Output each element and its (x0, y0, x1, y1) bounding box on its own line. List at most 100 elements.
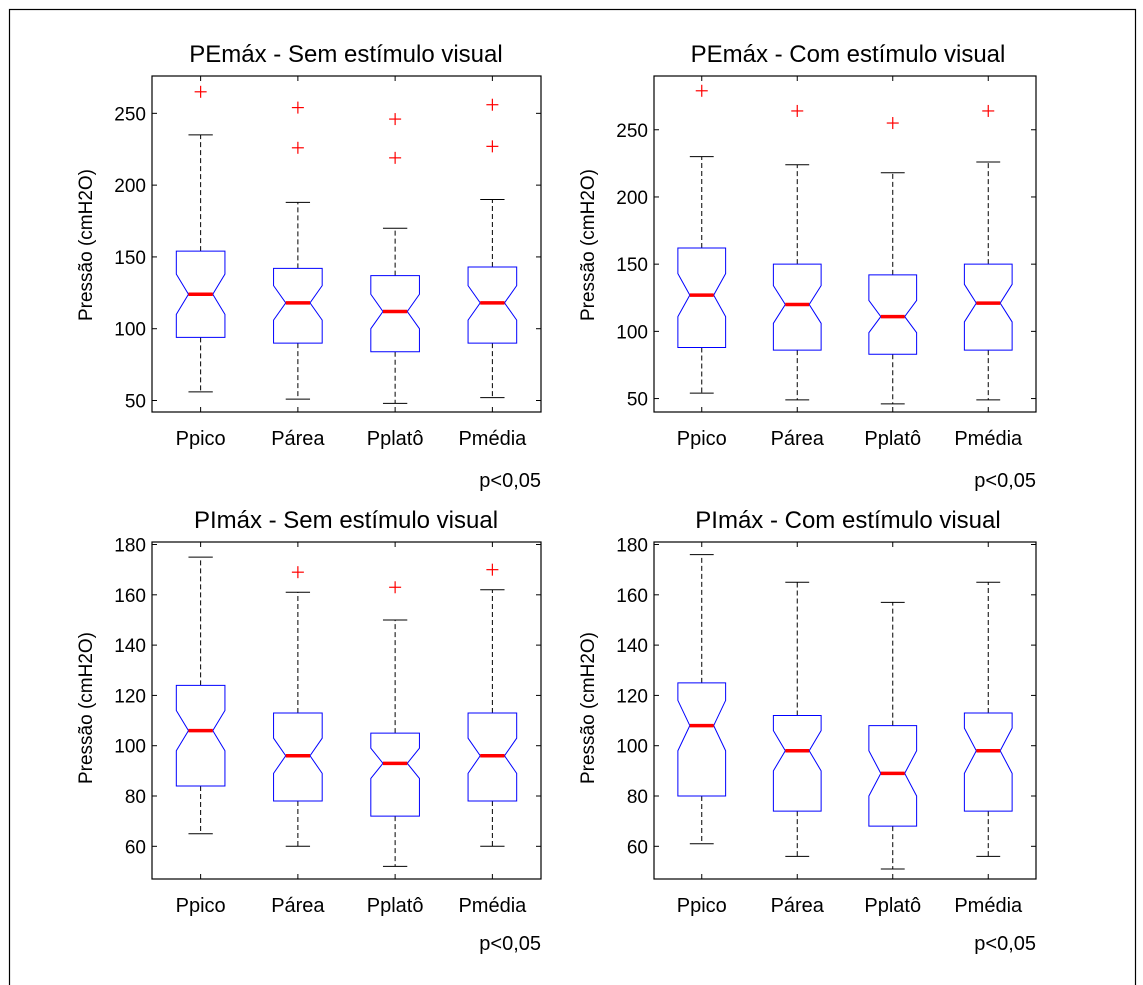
x-tick-label: Pplatô (864, 428, 921, 450)
notched-box (677, 247, 727, 348)
plot-marks: 50 100 150 200 250 Ppico Párea Pplatô Pmédia (114, 75, 542, 450)
y-tick-label: 100 (114, 320, 146, 341)
y-tick-label: 60 (125, 837, 146, 858)
x-tick-label: Ppico (677, 428, 727, 450)
y-tick-label: 250 (616, 121, 648, 142)
notched-box (677, 682, 727, 797)
outlier-marker (291, 141, 304, 154)
y-tick-label: 100 (616, 737, 648, 758)
outlier-marker (291, 566, 304, 579)
y-tick-label: 120 (616, 686, 648, 707)
panel-title: PImáx - Sem estímulo visual (194, 507, 498, 534)
notched-box (273, 267, 323, 344)
x-tick-label: Pmédia (458, 428, 527, 450)
x-tick-label: Pmédia (954, 895, 1023, 917)
box-Ppico (175, 85, 226, 393)
outlier-marker (389, 581, 402, 594)
box-Pplatô (370, 113, 420, 404)
outlier-marker (389, 151, 402, 164)
notched-box (868, 725, 918, 827)
notched-box (370, 275, 420, 353)
x-tick-label: Ppico (677, 895, 727, 917)
figure-border (8, 8, 1137, 985)
panel-title: PImáx - Com estímulo visual (695, 507, 1000, 534)
panel-pemax-sem: PEmáx - Sem estímulo visual Pressão (cmH… (76, 41, 542, 492)
plot-marks: 60 80 100 120 140 160 180 Ppico Párea Pplatô Pmédi… (616, 536, 1037, 917)
panel-pimax-com: PImáx - Com estímulo visual Pressão (cmH… (578, 507, 1037, 955)
x-tick-label: Pmédia (458, 895, 527, 917)
box-Párea (273, 566, 323, 847)
y-tick-label: 150 (114, 248, 146, 269)
plot-frame (653, 541, 1037, 880)
x-tick-label: Ppico (176, 895, 226, 917)
y-tick-label: 160 (114, 586, 146, 607)
panel-title: PEmáx - Sem estímulo visual (189, 41, 502, 68)
outlier-marker (886, 117, 899, 130)
notched-box (273, 712, 323, 802)
box-Párea (772, 581, 822, 857)
y-tick-label: 180 (114, 536, 146, 557)
p-value-note: p<0,05 (974, 933, 1036, 955)
y-tick-label: 180 (616, 536, 648, 557)
box-Pplatô (370, 581, 420, 867)
box-Párea (772, 104, 822, 401)
box-Pmédia (963, 104, 1013, 401)
notched-box (175, 684, 226, 787)
y-tick-label: 200 (616, 188, 648, 209)
x-tick-label: Pmédia (954, 428, 1023, 450)
outlier-marker (486, 563, 499, 576)
notched-box (868, 274, 918, 355)
y-tick-label: 140 (616, 636, 648, 657)
box-Pmédia (963, 581, 1013, 857)
box-Pmédia (467, 98, 518, 399)
box-Ppico (677, 554, 727, 845)
outlier-marker (486, 140, 499, 153)
y-tick-label: 60 (627, 837, 648, 858)
y-tick-label: 50 (627, 390, 648, 411)
panel-pemax-com: PEmáx - Com estímulo visual Pressão (cmH… (578, 41, 1037, 492)
x-tick-label: Párea (771, 895, 825, 917)
panel-title: PEmáx - Com estímulo visual (691, 41, 1006, 68)
x-tick-label: Pplatô (864, 895, 921, 917)
y-tick-label: 140 (114, 636, 146, 657)
p-value-note: p<0,05 (479, 933, 541, 955)
outlier-marker (291, 101, 304, 114)
y-tick-label: 50 (125, 392, 146, 413)
x-tick-label: Ppico (176, 428, 226, 450)
y-tick-label: 200 (114, 176, 146, 197)
p-value-note: p<0,05 (479, 470, 541, 492)
y-tick-label: 160 (616, 586, 648, 607)
box-Ppico (175, 556, 226, 835)
x-tick-label: Párea (771, 428, 825, 450)
outlier-marker (194, 85, 207, 98)
y-tick-label: 100 (114, 737, 146, 758)
y-tick-label: 80 (125, 787, 146, 808)
notched-box (963, 712, 1013, 812)
plot-frame (151, 75, 542, 413)
box-Pplatô (868, 601, 918, 870)
plot-marks: 50 100 150 200 250 Ppico Párea Pplatô Pmédia (616, 75, 1037, 450)
notched-box (175, 250, 226, 338)
box-Pmédia (467, 563, 518, 847)
x-tick-label: Párea (271, 428, 325, 450)
notched-box (963, 263, 1013, 351)
outlier-marker (389, 113, 402, 126)
y-tick-label: 100 (616, 322, 648, 343)
y-axis-label: Pressão (cmH2O) (578, 632, 599, 784)
notched-box (467, 266, 518, 344)
y-tick-label: 80 (627, 787, 648, 808)
outlier-marker (791, 104, 804, 117)
notched-box (467, 712, 518, 802)
x-tick-label: Pplatô (367, 428, 424, 450)
outlier-marker (486, 98, 499, 111)
x-tick-label: Párea (271, 895, 325, 917)
x-tick-label: Pplatô (367, 895, 424, 917)
p-value-note: p<0,05 (974, 470, 1036, 492)
notched-box (772, 263, 822, 351)
box-Párea (273, 101, 323, 400)
y-axis-label: Pressão (cmH2O) (76, 632, 97, 784)
box-Ppico (677, 84, 727, 394)
y-tick-label: 250 (114, 104, 146, 125)
outlier-marker (982, 104, 995, 117)
